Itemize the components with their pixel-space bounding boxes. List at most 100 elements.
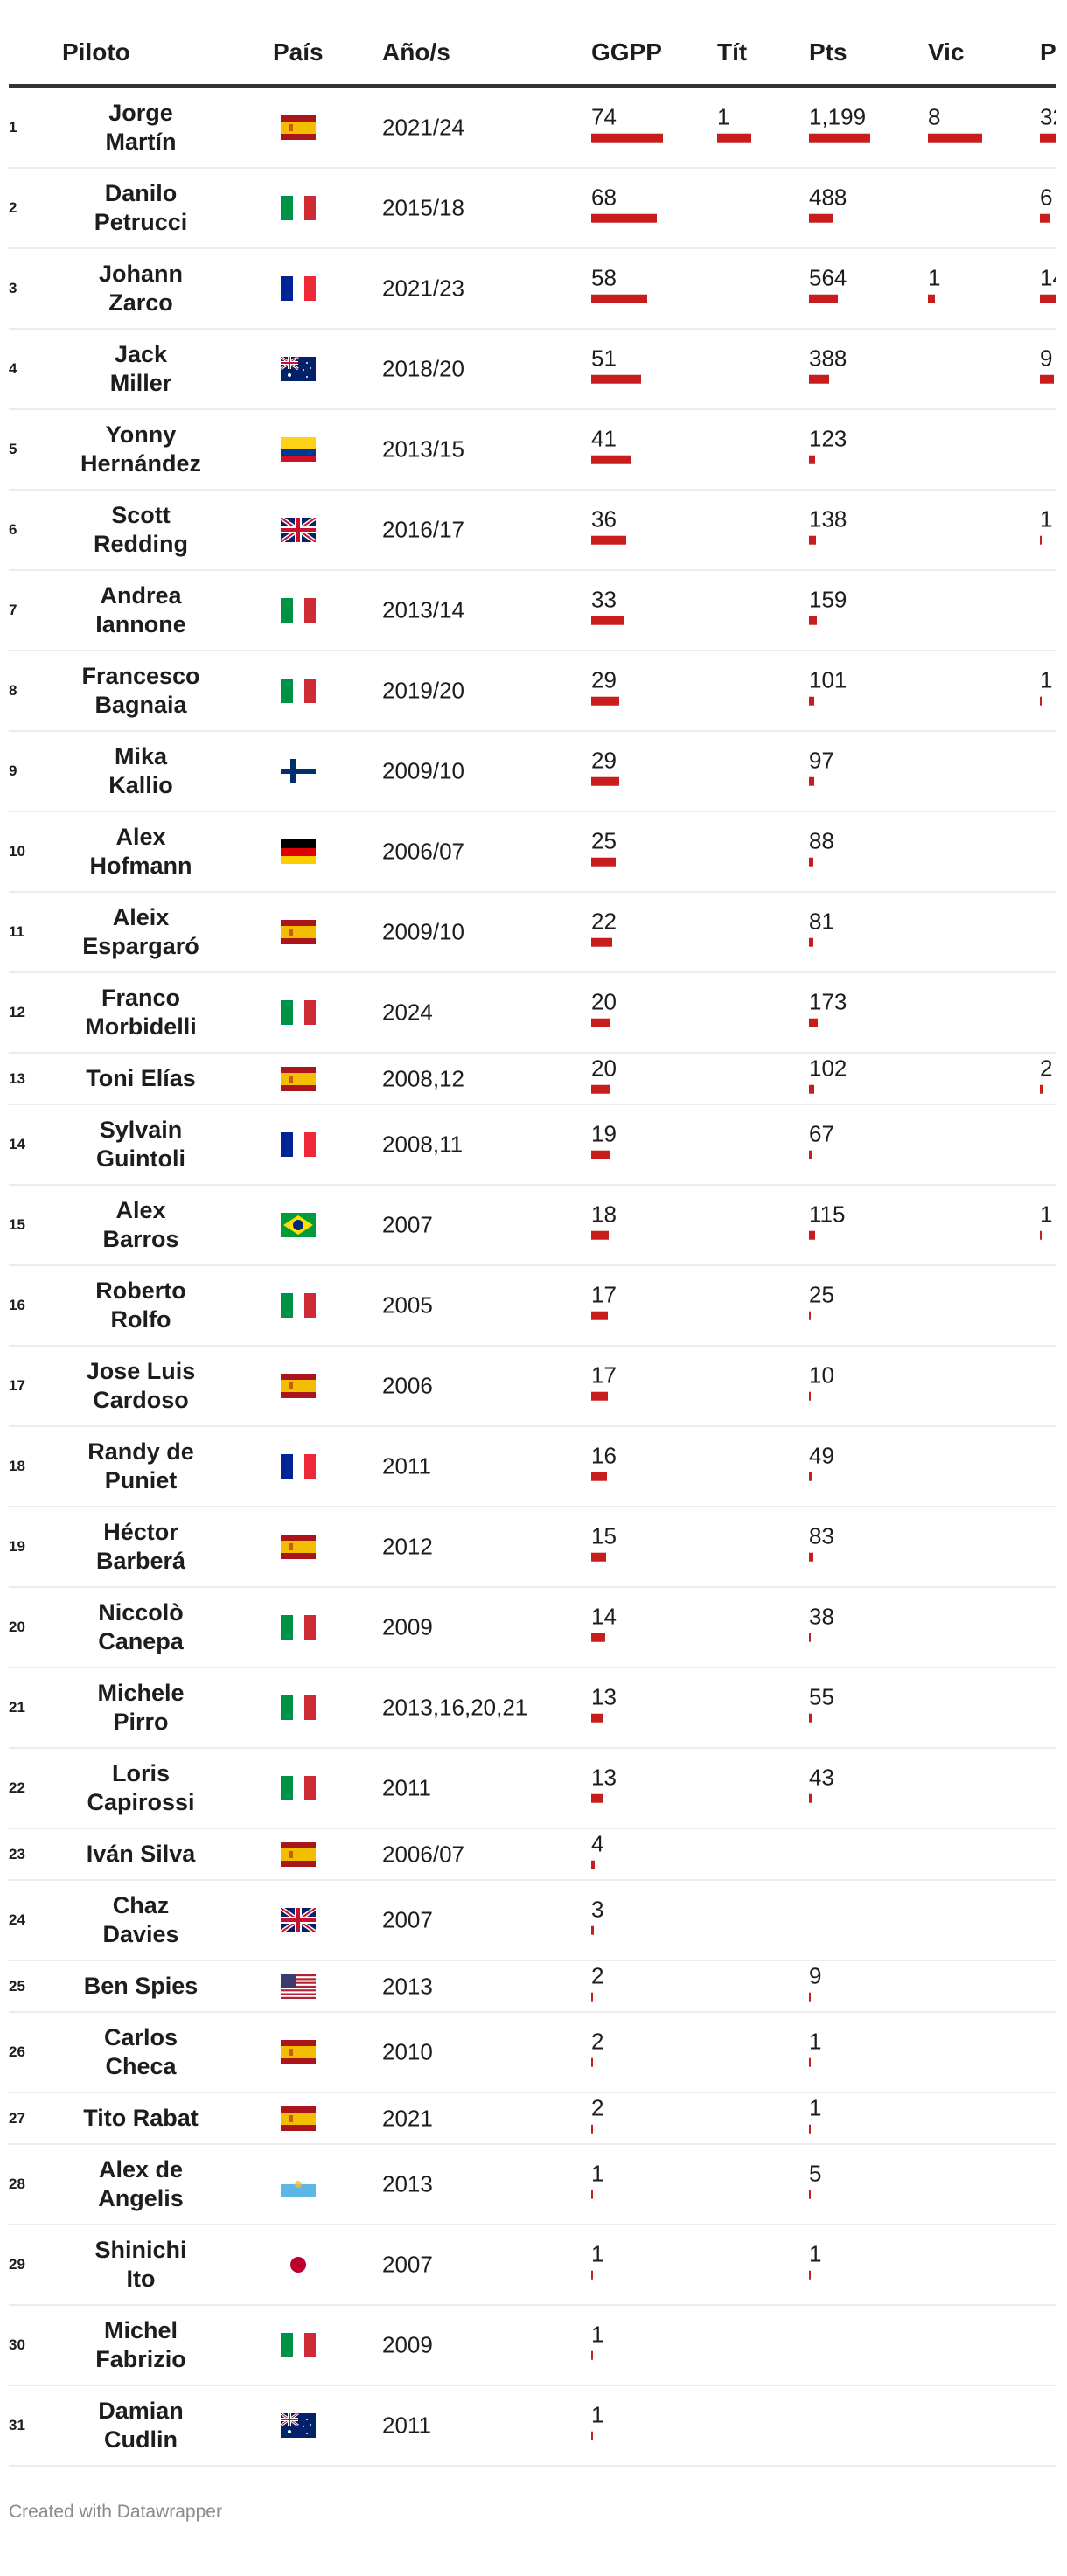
ggpp-cell: 16 (591, 1443, 617, 1481)
years: 2018/20 (382, 355, 464, 382)
rank: 13 (9, 1069, 25, 1087)
ggpp-cell: 74 (591, 104, 663, 143)
years: 2007 (382, 2251, 433, 2278)
ggpp-bar (591, 1018, 611, 1027)
vic-value: 8 (928, 103, 941, 130)
vic-cell: 8 (928, 104, 982, 143)
ggpp-value: 13 (591, 1683, 617, 1710)
table-header: Piloto País Año/s GGPP Tít Pts Vic Podio… (9, 0, 1056, 88)
table-row: 7 Andrea Iannone 2013/14 33 159 (9, 571, 1056, 651)
flag-es-icon (281, 1841, 316, 1867)
ggpp-bar (591, 455, 631, 464)
table-row: 16 Roberto Rolfo 2005 17 25 (9, 1266, 1056, 1347)
table-row: 4 Jack Miller 2018/20 51 388 9 (9, 330, 1056, 410)
pts-bar (809, 2124, 811, 2134)
ggpp-cell: 25 (591, 828, 617, 867)
ggpp-bar (591, 937, 613, 947)
pts-value: 55 (809, 1683, 834, 1710)
pod-value: 14 (1040, 264, 1056, 291)
ggpp-cell: 13 (591, 1765, 617, 1803)
flag-es-icon (281, 1374, 316, 1398)
ggpp-cell: 22 (591, 909, 617, 947)
ggpp-value: 15 (591, 1522, 617, 1549)
header-titles[interactable]: Tít (717, 38, 748, 66)
table-row: 6 Scott Redding 2016/17 36 138 1 (9, 491, 1056, 571)
years: 2021/23 (382, 275, 464, 302)
header-ggpp[interactable]: GGPP (591, 38, 662, 66)
pts-bar (809, 1472, 812, 1481)
pilot-name: Jack Miller (109, 341, 172, 396)
pts-bar (809, 1230, 815, 1240)
pts-cell: 5 (809, 2161, 821, 2199)
flag-co-icon (281, 437, 316, 462)
pilot-name: Jose Luis Cardoso (86, 1358, 196, 1413)
ggpp-cell: 14 (591, 1604, 617, 1642)
flag-sm-icon (281, 2172, 316, 2197)
header-points[interactable]: Pts (809, 38, 847, 66)
pts-value: 67 (809, 1120, 834, 1147)
rank: 31 (9, 2417, 25, 2433)
pts-value: 49 (809, 1442, 834, 1469)
header-wins[interactable]: Vic (928, 38, 965, 66)
years: 2013,16,20,21 (382, 1694, 528, 1721)
ggpp-bar (591, 2057, 594, 2067)
pts-cell: 88 (809, 828, 834, 867)
pts-cell: 83 (809, 1523, 834, 1562)
header-pilot[interactable]: Piloto (62, 38, 130, 66)
rank: 11 (9, 923, 24, 940)
years: 2009 (382, 2331, 433, 2358)
footer-credit[interactable]: Created with Datawrapper (9, 2502, 222, 2522)
pod-value: 6 (1040, 184, 1053, 211)
ggpp-value: 74 (591, 103, 617, 130)
pts-cell: 55 (809, 1684, 834, 1723)
pts-value: 159 (809, 586, 847, 613)
years: 2021/24 (382, 114, 464, 141)
table-row: 25 Ben Spies 2013 2 9 (9, 1961, 1056, 2013)
years: 2015/18 (382, 194, 464, 221)
ggpp-cell: 36 (591, 506, 626, 545)
ggpp-cell: 15 (591, 1523, 617, 1562)
years: 2013 (382, 2170, 433, 2197)
vic-cell: 1 (928, 265, 940, 303)
header-years[interactable]: Año/s (382, 38, 450, 66)
pts-cell: 388 (809, 345, 847, 384)
header-country[interactable]: País (273, 38, 324, 66)
ggpp-value: 29 (591, 666, 617, 693)
ggpp-value: 18 (591, 1201, 617, 1228)
years: 2009/10 (382, 918, 464, 945)
flag-es-icon (281, 1535, 316, 1559)
ggpp-cell: 1 (591, 2322, 603, 2360)
pilot-name: Alex de Angelis (98, 2156, 184, 2211)
pilot-name: Alex Barros (102, 1197, 179, 1252)
table-row: 31 Damian Cudlin 2011 1 (9, 2386, 1056, 2467)
ggpp-cell: 2 (591, 1962, 603, 2002)
pts-cell: 49 (809, 1443, 834, 1481)
pts-value: 138 (809, 505, 847, 533)
rank: 9 (9, 762, 17, 779)
rank: 7 (9, 602, 17, 618)
flag-fr-icon (281, 1132, 316, 1157)
header-podiums[interactable]: Podios (1040, 38, 1056, 66)
pts-value: 88 (809, 827, 834, 854)
ggpp-value: 20 (591, 988, 617, 1015)
flag-it-icon (281, 598, 316, 623)
rank: 26 (9, 2043, 25, 2060)
ggpp-bar (591, 2350, 593, 2360)
pod-bar (1040, 696, 1042, 706)
pilot-name: Andrea Iannone (95, 582, 186, 637)
ggpp-bar (591, 616, 624, 625)
table-row: 29 Shinichi Ito 2007 1 1 (9, 2225, 1056, 2306)
pts-value: 10 (809, 1361, 834, 1389)
pod-bar (1040, 213, 1050, 223)
pod-bar (1040, 1230, 1042, 1240)
pts-value: 25 (809, 1281, 834, 1308)
pilot-name: Yonny Hernández (80, 421, 202, 477)
ggpp-bar (591, 133, 663, 143)
pts-value: 97 (809, 747, 834, 774)
years: 2005 (382, 1291, 433, 1319)
ggpp-value: 41 (591, 425, 617, 452)
ggpp-bar (591, 1230, 609, 1240)
flag-es-icon (281, 1066, 316, 1091)
ggpp-cell: 58 (591, 265, 648, 303)
pod-cell: 1 (1040, 506, 1052, 545)
